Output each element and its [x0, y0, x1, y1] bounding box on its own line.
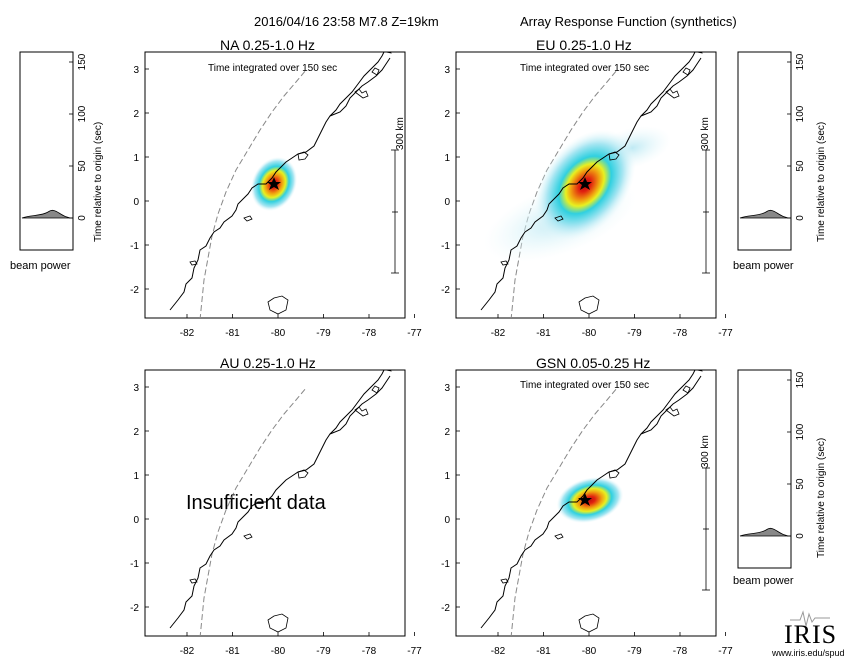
beam-tick-label: 100 — [77, 105, 88, 122]
iris-seismogram-icon — [790, 610, 830, 627]
y-tick-label: 0 — [133, 515, 139, 526]
beam-tick-label: 150 — [795, 53, 806, 70]
x-tick-label: -77 — [407, 328, 422, 339]
y-tick-label: -1 — [130, 241, 139, 252]
y-tick-label: -2 — [130, 285, 139, 296]
x-tick-label: -81 — [536, 328, 551, 339]
beam-power-label-eu: beam power — [733, 260, 794, 272]
beam-tick-label: 150 — [77, 53, 88, 70]
beam-tick-label: 0 — [795, 533, 806, 539]
beam-tick-label: 150 — [795, 371, 806, 388]
y-tick-label: 1 — [444, 471, 450, 482]
beam-power-label-gsn: beam power — [733, 575, 794, 587]
y-tick-label: 2 — [444, 427, 450, 438]
y-tick-label: 0 — [444, 515, 450, 526]
x-tick-label: -79 — [627, 328, 642, 339]
beam-tick-label: 50 — [795, 160, 806, 172]
x-tick-label: -82 — [491, 328, 506, 339]
panel-na-subtitle: Time integrated over 150 sec — [208, 63, 338, 74]
y-tick-label: 3 — [133, 383, 139, 394]
x-tick-label: -79 — [627, 646, 642, 657]
x-tick-label: -82 — [491, 646, 506, 657]
panel-gsn-subtitle: Time integrated over 150 sec — [520, 380, 650, 391]
y-tick-label: -2 — [130, 603, 139, 614]
y-tick-label: 1 — [133, 471, 139, 482]
panel-au-title: AU 0.25-1.0 Hz — [220, 355, 316, 371]
y-tick-label: 0 — [133, 197, 139, 208]
beam-tick-label: 0 — [795, 215, 806, 221]
beam-plot-eu — [737, 51, 792, 251]
y-tick-label: 3 — [444, 65, 450, 76]
x-tick-label: -79 — [316, 328, 331, 339]
y-tick-label: -1 — [441, 559, 450, 570]
panel-eu-subtitle: Time integrated over 150 sec — [520, 63, 650, 74]
panel-gsn-title: GSN 0.05-0.25 Hz — [536, 355, 651, 371]
x-tick-label: -78 — [362, 646, 377, 657]
map-panel-gsn — [455, 369, 717, 637]
iris-url: www.iris.edu/spud — [772, 648, 845, 658]
axes-layer: -82 -81 -80 -79 -78 -77 3 2 1 0 -1 -2 -82 -81 -80 -79 -7… — [130, 65, 733, 657]
y-tick-label: 0 — [444, 197, 450, 208]
panel-eu-title: EU 0.25-1.0 Hz — [536, 37, 632, 53]
x-tick-label: -82 — [180, 328, 195, 339]
x-tick-label: -77 — [718, 646, 733, 657]
x-tick-label: -78 — [673, 646, 688, 657]
beam-power-label-na: beam power — [10, 260, 71, 272]
y-tick-label: 2 — [133, 427, 139, 438]
beam-tick-label: 50 — [795, 478, 806, 490]
x-tick-label: -77 — [407, 646, 422, 657]
iris-logo-text: IRIS — [784, 620, 838, 649]
x-tick-label: -80 — [582, 646, 597, 657]
y-tick-label: -1 — [441, 241, 450, 252]
map-panel-na — [144, 51, 406, 319]
x-tick-label: -81 — [536, 646, 551, 657]
beam-tick-label: 0 — [77, 215, 88, 221]
x-tick-label: -79 — [316, 646, 331, 657]
x-tick-label: -78 — [362, 328, 377, 339]
beam-tick-label: 100 — [795, 105, 806, 122]
x-tick-label: -81 — [225, 646, 240, 657]
x-tick-label: -82 — [180, 646, 195, 657]
map-panel-au — [144, 369, 406, 637]
y-tick-label: 1 — [133, 153, 139, 164]
y-tick-label: 2 — [444, 109, 450, 120]
y-tick-label: 1 — [444, 153, 450, 164]
x-tick-label: -80 — [271, 328, 286, 339]
beam-plot-na — [19, 51, 74, 251]
map-panel-eu — [455, 51, 717, 319]
panel-na-title: NA 0.25-1.0 Hz — [220, 37, 315, 53]
figure-title: Array Response Function (synthetics) — [520, 14, 737, 29]
x-tick-label: -80 — [582, 328, 597, 339]
y-tick-label: -2 — [441, 285, 450, 296]
beam-tick-label: 100 — [795, 423, 806, 440]
y-tick-label: -1 — [130, 559, 139, 570]
beam-plot-gsn — [737, 369, 792, 569]
x-tick-label: -78 — [673, 328, 688, 339]
y-tick-label: -2 — [441, 603, 450, 614]
x-tick-label: -80 — [271, 646, 286, 657]
x-tick-label: -77 — [718, 328, 733, 339]
event-info: 2016/04/16 23:58 M7.8 Z=19km — [254, 14, 439, 29]
beam-tick-label: 50 — [77, 160, 88, 172]
y-tick-label: 2 — [133, 109, 139, 120]
x-tick-label: -81 — [225, 328, 240, 339]
y-tick-label: 3 — [444, 383, 450, 394]
y-tick-label: 3 — [133, 65, 139, 76]
